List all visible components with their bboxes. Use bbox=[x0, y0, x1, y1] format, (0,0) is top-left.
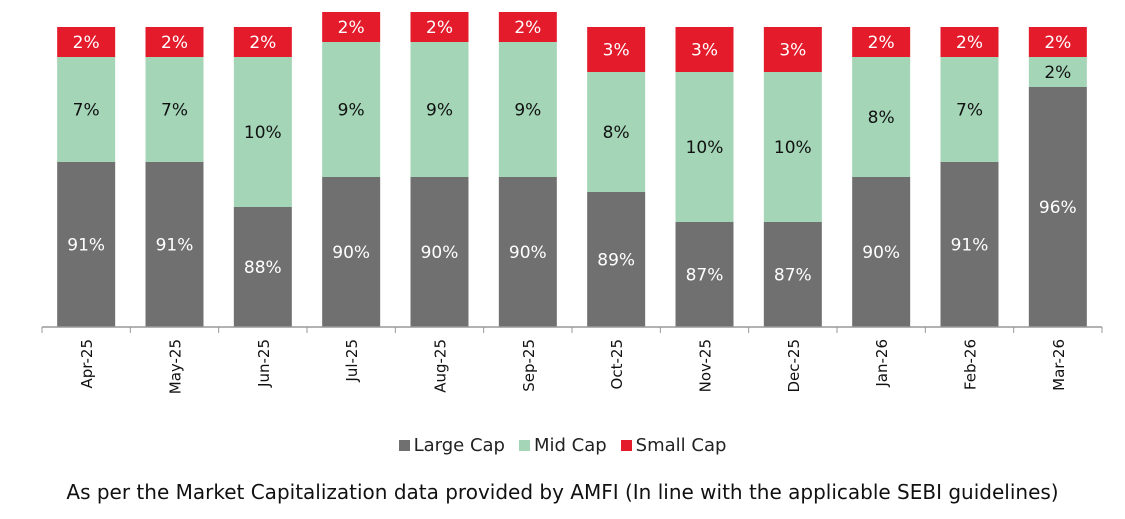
legend-swatch bbox=[518, 440, 530, 451]
data-label: 90% bbox=[509, 243, 547, 263]
x-tick-label: Aug-25 bbox=[432, 339, 450, 393]
bar-small-cap bbox=[145, 27, 204, 57]
bar-large-cap bbox=[852, 177, 911, 327]
bar-small-cap bbox=[233, 27, 292, 57]
x-tick-label: Apr-25 bbox=[78, 339, 96, 389]
bar-large-cap bbox=[498, 177, 557, 327]
x-tick-label: Dec-25 bbox=[785, 339, 803, 393]
data-label: 7% bbox=[73, 101, 100, 121]
legend: Large Cap Mid Cap Small Cap bbox=[0, 435, 1125, 456]
data-label: 2% bbox=[338, 18, 365, 38]
data-label: 9% bbox=[514, 101, 541, 121]
data-label: 10% bbox=[686, 138, 724, 158]
x-tick-label: May-25 bbox=[167, 339, 185, 394]
data-label: 2% bbox=[514, 18, 541, 38]
data-label: 2% bbox=[426, 18, 453, 38]
data-label: 3% bbox=[779, 41, 806, 61]
caption: As per the Market Capitalization data pr… bbox=[66, 480, 1059, 504]
data-label: 88% bbox=[244, 258, 282, 278]
bar-mid-cap bbox=[1028, 57, 1087, 87]
data-label: 3% bbox=[691, 41, 718, 61]
bar-mid-cap bbox=[145, 57, 204, 162]
x-tick-label: Sep-25 bbox=[520, 339, 538, 392]
legend-label: Small Cap bbox=[635, 435, 727, 456]
bar-small-cap bbox=[675, 27, 734, 72]
x-tick-label: Mar-26 bbox=[1050, 339, 1068, 391]
legend-swatch bbox=[398, 440, 410, 451]
bar-large-cap bbox=[233, 207, 292, 327]
data-label: 2% bbox=[956, 33, 983, 53]
bar-large-cap bbox=[675, 222, 734, 327]
bar-large-cap bbox=[410, 177, 469, 327]
x-tick-label: Feb-26 bbox=[962, 339, 980, 390]
data-label: 90% bbox=[862, 243, 900, 263]
legend-swatch bbox=[620, 440, 632, 451]
data-label: 91% bbox=[951, 236, 989, 256]
bar-mid-cap bbox=[410, 42, 469, 177]
data-label: 87% bbox=[686, 266, 724, 286]
bar-large-cap bbox=[587, 192, 646, 327]
data-label: 3% bbox=[603, 41, 630, 61]
data-label: 91% bbox=[156, 236, 194, 256]
x-tick-label: Jul-25 bbox=[343, 339, 361, 383]
data-label: 90% bbox=[332, 243, 370, 263]
data-label: 2% bbox=[1044, 63, 1071, 83]
bar-mid-cap bbox=[587, 72, 646, 192]
x-tick-label: Oct-25 bbox=[608, 339, 626, 389]
bar-small-cap bbox=[498, 12, 557, 42]
data-label: 7% bbox=[161, 101, 188, 121]
bar-small-cap bbox=[763, 27, 822, 72]
data-label: 2% bbox=[249, 33, 276, 53]
x-tick-label: Jan-26 bbox=[873, 339, 891, 388]
bar-small-cap bbox=[587, 27, 646, 72]
bar-small-cap bbox=[1028, 27, 1087, 57]
data-label: 89% bbox=[597, 251, 635, 271]
data-label: 9% bbox=[426, 101, 453, 121]
bar-mid-cap bbox=[940, 57, 999, 162]
legend-item: Small Cap bbox=[620, 435, 727, 456]
bar-large-cap bbox=[1028, 87, 1087, 327]
data-label: 91% bbox=[67, 236, 105, 256]
legend-item: Mid Cap bbox=[518, 435, 607, 456]
data-label: 2% bbox=[73, 33, 100, 53]
bar-large-cap bbox=[322, 177, 381, 327]
bar-mid-cap bbox=[763, 72, 822, 222]
bar-mid-cap bbox=[852, 57, 911, 177]
bar-large-cap bbox=[145, 162, 204, 327]
bar-large-cap bbox=[940, 162, 999, 327]
data-label: 2% bbox=[1044, 33, 1071, 53]
data-label: 2% bbox=[868, 33, 895, 53]
data-label: 96% bbox=[1039, 198, 1077, 218]
bar-mid-cap bbox=[57, 57, 116, 162]
bar-small-cap bbox=[410, 12, 469, 42]
data-label: 9% bbox=[338, 101, 365, 121]
bar-small-cap bbox=[322, 12, 381, 42]
bar-mid-cap bbox=[322, 42, 381, 177]
bar-small-cap bbox=[852, 27, 911, 57]
data-label: 7% bbox=[956, 101, 983, 121]
bar-mid-cap bbox=[498, 42, 557, 177]
data-label: 10% bbox=[244, 123, 282, 143]
data-label: 90% bbox=[421, 243, 459, 263]
data-label: 2% bbox=[161, 33, 188, 53]
bar-mid-cap bbox=[233, 57, 292, 207]
stacked-bar-chart: 91% 7% 2% Apr-25 91% 7% 2% May-25 88% 10% 2% Jun-25… bbox=[41, 12, 1103, 394]
data-label: 10% bbox=[774, 138, 812, 158]
bar-mid-cap bbox=[675, 72, 734, 222]
x-tick-label: Nov-25 bbox=[697, 339, 715, 392]
legend-label: Mid Cap bbox=[533, 435, 607, 456]
legend-label: Large Cap bbox=[413, 435, 505, 456]
data-label: 8% bbox=[603, 123, 630, 143]
bar-large-cap bbox=[763, 222, 822, 327]
bar-small-cap bbox=[940, 27, 999, 57]
bar-small-cap bbox=[57, 27, 116, 57]
legend-item: Large Cap bbox=[398, 435, 505, 456]
data-label: 87% bbox=[774, 266, 812, 286]
bar-large-cap bbox=[57, 162, 116, 327]
x-tick-label: Jun-25 bbox=[255, 339, 273, 388]
data-label: 8% bbox=[868, 108, 895, 128]
